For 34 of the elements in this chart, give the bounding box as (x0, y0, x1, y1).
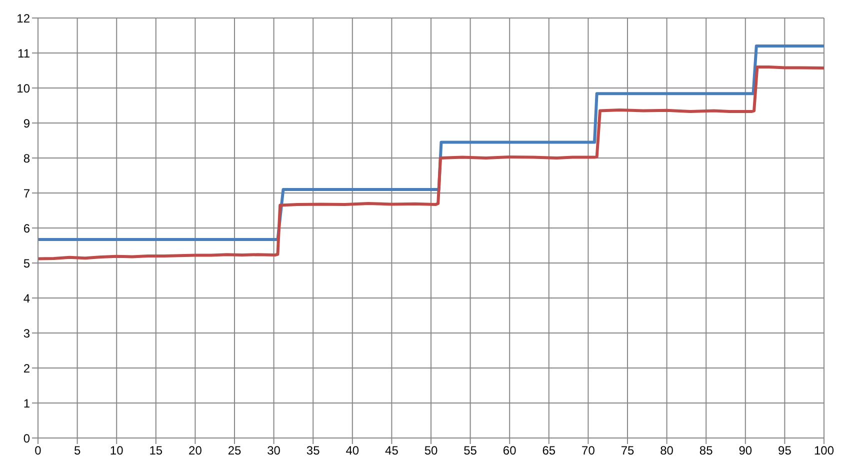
y-tick-label: 5 (23, 256, 30, 270)
y-tick-label: 10 (16, 81, 30, 96)
x-tick-label: 75 (620, 444, 634, 458)
y-tick-label: 2 (23, 361, 30, 376)
x-tick-label: 0 (34, 444, 42, 458)
x-tick-label: 65 (542, 444, 556, 458)
x-tick-label: 25 (228, 444, 242, 458)
y-tick-label: 4 (23, 291, 30, 306)
y-tick-label: 12 (16, 11, 30, 26)
y-tick-label: 3 (23, 326, 30, 340)
x-tick-label: 45 (385, 444, 399, 458)
y-tick-label: 7 (23, 186, 30, 200)
x-tick-label: 5 (74, 444, 81, 458)
x-tick-label: 70 (582, 444, 596, 458)
y-tick-label: 1 (23, 396, 30, 410)
x-tick-label: 20 (188, 444, 202, 458)
x-tick-label: 85 (699, 444, 714, 458)
y-tick-label: 6 (23, 221, 30, 236)
y-tick-label: 8 (23, 151, 30, 166)
x-tick-label: 55 (464, 444, 478, 458)
x-tick-label: 60 (502, 444, 517, 458)
x-tick-label: 30 (267, 444, 281, 458)
x-tick-label: 80 (660, 444, 674, 458)
x-tick-label: 15 (149, 444, 163, 458)
y-tick-label: 9 (23, 116, 30, 130)
x-tick-label: 50 (424, 444, 438, 458)
y-tick-label: 0 (23, 431, 30, 446)
x-tick-label: 95 (778, 444, 792, 458)
x-tick-label: 35 (306, 444, 320, 458)
x-tick-label: 100 (814, 444, 834, 458)
y-tick-label: 11 (18, 46, 30, 60)
x-tick-label: 90 (738, 444, 752, 458)
x-tick-label: 10 (110, 444, 124, 458)
x-tick-label: 40 (346, 444, 360, 458)
